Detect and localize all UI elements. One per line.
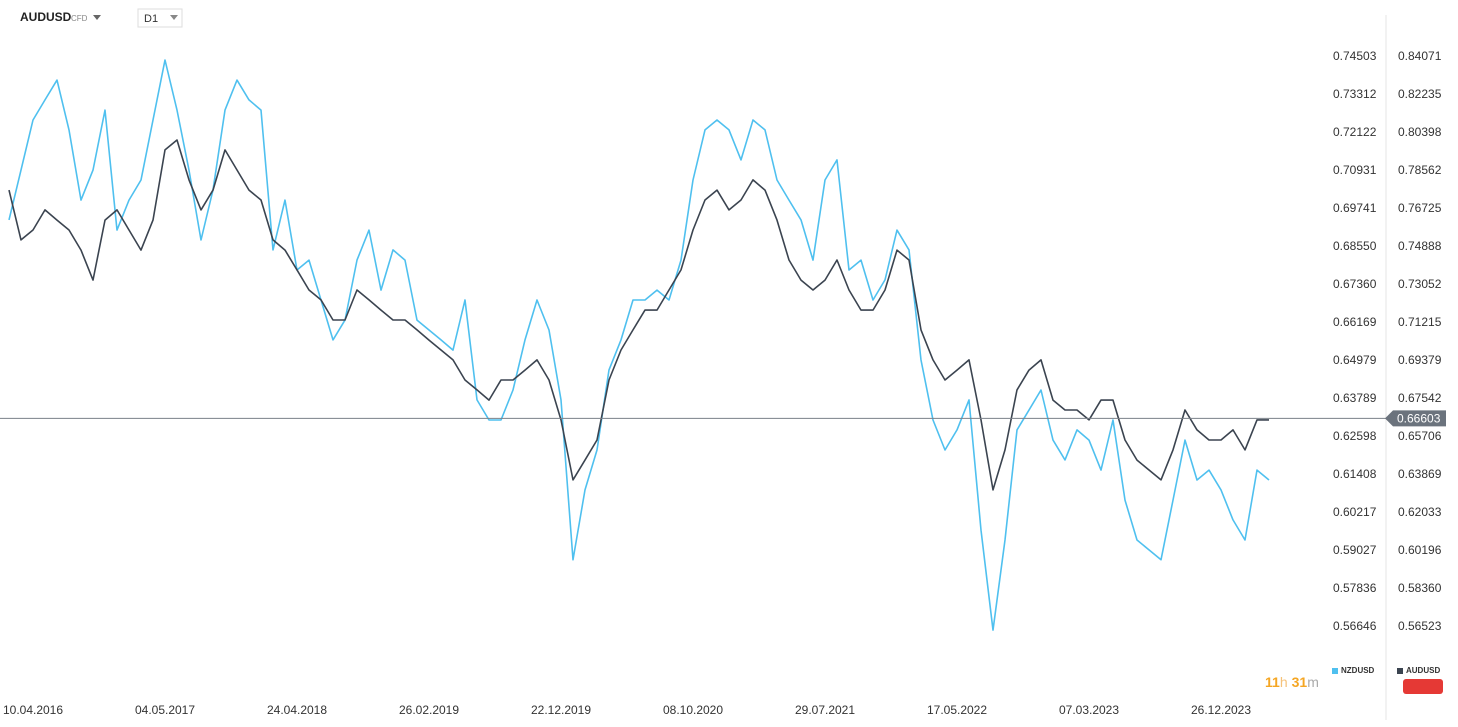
y-tick-label: 0.68550 — [1333, 239, 1377, 253]
y-tick-label: 0.57836 — [1333, 581, 1377, 595]
legend-swatch — [1397, 668, 1403, 674]
timeframe[interactable]: D1 — [144, 13, 158, 25]
y2-tick-label: 0.84071 — [1398, 49, 1442, 63]
x-tick-label: 08.10.2020 — [663, 703, 723, 717]
y-tick-label: 0.67360 — [1333, 277, 1377, 291]
y-tick-label: 0.70931 — [1333, 163, 1377, 177]
legend-entry: AUDUSD — [1406, 666, 1440, 675]
y-tick-label: 0.72122 — [1333, 125, 1377, 139]
countdown: 11h 31m — [1265, 674, 1319, 690]
x-tick-label: 10.04.2016 — [3, 703, 63, 717]
legend-entry: NZDUSD — [1341, 666, 1375, 675]
y2-tick-label: 0.78562 — [1398, 163, 1442, 177]
y2-tick-label: 0.73052 — [1398, 277, 1442, 291]
y-tick-label: 0.62598 — [1333, 429, 1377, 443]
countdown-unit: m — [1307, 674, 1319, 690]
x-tick-label: 26.12.2023 — [1191, 703, 1251, 717]
last-price-tag — [1385, 410, 1446, 427]
y-tick-label: 0.61408 — [1333, 467, 1377, 481]
y-tick-label: 0.60217 — [1333, 505, 1377, 519]
symbol-dropdown[interactable] — [93, 15, 101, 20]
y-tick-label: 0.73312 — [1333, 87, 1377, 101]
countdown-hours: 11 — [1265, 674, 1280, 690]
x-tick-label: 24.04.2018 — [267, 703, 327, 717]
countdown-unit: h — [1280, 674, 1288, 690]
sell-button[interactable] — [1403, 679, 1443, 694]
x-tick-label: 26.02.2019 — [399, 703, 459, 717]
y-tick-label: 0.74503 — [1333, 49, 1377, 63]
instrument-type: CFD — [71, 14, 88, 23]
y2-tick-label: 0.62033 — [1398, 505, 1442, 519]
x-tick-label: 17.05.2022 — [927, 703, 987, 717]
x-tick-label: 22.12.2019 — [531, 703, 591, 717]
y2-tick-label: 0.58360 — [1398, 581, 1442, 595]
y-tick-label: 0.64979 — [1333, 353, 1377, 367]
y2-tick-label: 0.63869 — [1398, 467, 1442, 481]
y2-tick-label: 0.60196 — [1398, 543, 1442, 557]
symbol[interactable]: AUDUSD — [20, 10, 72, 24]
x-tick-label: 04.05.2017 — [135, 703, 195, 717]
x-tick-label: 07.03.2023 — [1059, 703, 1119, 717]
series-line — [8, 59, 1270, 631]
y2-tick-label: 0.80398 — [1398, 125, 1442, 139]
y-tick-label: 0.66169 — [1333, 315, 1377, 329]
y2-tick-label: 0.69379 — [1398, 353, 1442, 367]
y2-tick-label: 0.71215 — [1398, 315, 1442, 329]
y-tick-label: 0.56646 — [1333, 619, 1377, 633]
y2-tick-label: 0.56523 — [1398, 619, 1442, 633]
y2-tick-label: 0.67542 — [1398, 391, 1442, 405]
y2-tick-label: 0.74888 — [1398, 239, 1442, 253]
countdown-minutes: 31 — [1292, 674, 1308, 690]
y-tick-label: 0.63789 — [1333, 391, 1377, 405]
last-price-label: 0.66603 — [1397, 412, 1441, 426]
timeframe-box[interactable] — [137, 8, 183, 28]
timeframe-dropdown[interactable] — [170, 15, 178, 20]
y-tick-label: 0.59027 — [1333, 543, 1377, 557]
y2-tick-label: 0.65706 — [1398, 429, 1442, 443]
legend-swatch — [1332, 668, 1338, 674]
y2-tick-label: 0.82235 — [1398, 87, 1442, 101]
series-line — [8, 139, 1269, 491]
y-tick-label: 0.69741 — [1333, 201, 1377, 215]
y2-tick-label: 0.76725 — [1398, 201, 1442, 215]
x-tick-label: 29.07.2021 — [795, 703, 855, 717]
